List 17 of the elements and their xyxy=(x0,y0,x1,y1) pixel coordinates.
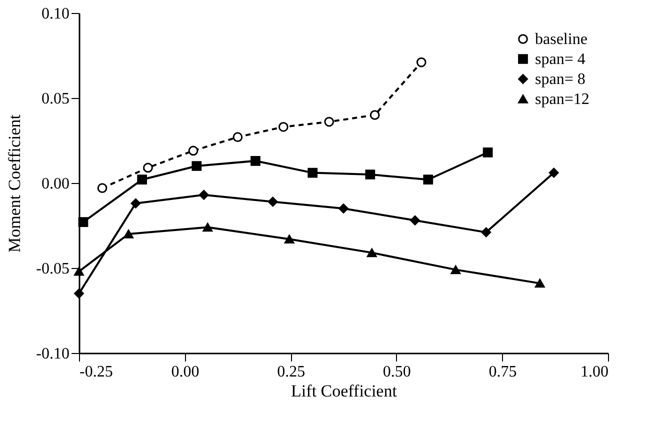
y-axis-title: Moment Coefficient xyxy=(5,114,24,253)
y-tick-label: 0.05 xyxy=(42,90,70,108)
y-tick-label: 0.10 xyxy=(42,6,70,22)
y-tick-label: -0.10 xyxy=(36,346,70,362)
x-axis-title: Lift Coefficient xyxy=(291,382,398,400)
legend-label: baseline xyxy=(535,31,588,48)
x-tick-label: 0.75 xyxy=(488,364,517,380)
legend-label: span=12 xyxy=(535,91,590,108)
x-tick-label: 0.00 xyxy=(171,364,200,380)
y-tick-label: 0.00 xyxy=(42,176,70,192)
legend-label: span= 4 xyxy=(535,51,586,68)
x-tick-label: 0.50 xyxy=(382,364,411,380)
y-tick-label: -0.05 xyxy=(36,260,70,278)
x-tick-label: 1.00 xyxy=(580,364,608,380)
x-tick-label: -0.25 xyxy=(80,364,113,380)
legend-label: span= 8 xyxy=(535,71,586,88)
x-tick-label: 0.25 xyxy=(277,364,306,380)
